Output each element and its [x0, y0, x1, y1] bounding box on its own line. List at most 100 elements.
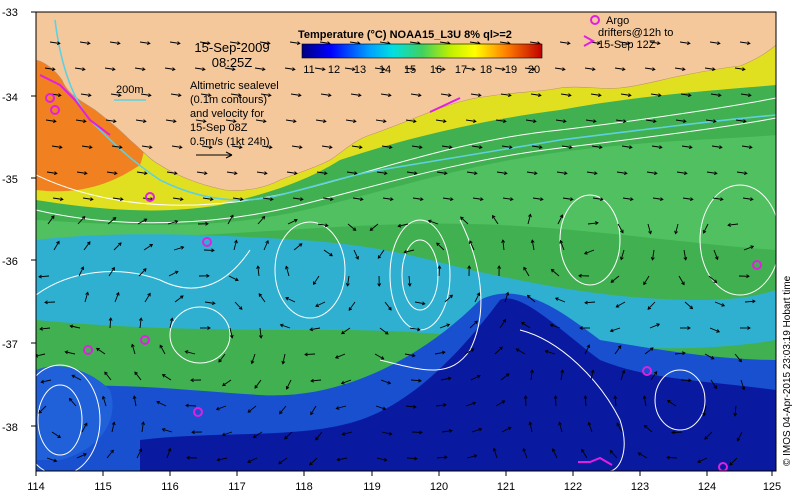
velocity-arrow: [49, 41, 60, 44]
velocity-arrow: [83, 241, 91, 251]
velocity-arrowhead: [299, 197, 304, 202]
velocity-arrow: [310, 327, 321, 331]
argo-drifter-track: [39, 74, 111, 136]
velocity-arrow: [379, 41, 390, 44]
velocity-arrow: [494, 67, 505, 70]
colorbar: Temperature (°C) NOAA15_L3U 8% ql>=2 11 …: [298, 29, 543, 76]
velocity-arrow: [168, 270, 179, 277]
velocity-arrow: [44, 67, 55, 70]
sst-green-band: [36, 135, 776, 255]
velocity-arrowhead: [505, 291, 510, 296]
velocity-arrow: [347, 223, 356, 231]
velocity-arrow: [504, 292, 509, 303]
velocity-arrowhead: [261, 215, 266, 220]
velocity-arrow: [70, 325, 81, 329]
velocity-arrow: [674, 352, 685, 355]
velocity-arrow: [45, 119, 56, 122]
velocity-arrowhead: [566, 41, 571, 46]
velocity-arrow: [645, 119, 656, 122]
velocity-arrowhead: [38, 410, 42, 414]
velocity-arrow: [472, 197, 483, 200]
velocity-arrow: [282, 353, 286, 364]
velocity-arrowhead: [628, 145, 633, 150]
velocity-arrowhead: [81, 67, 86, 72]
velocity-scale-arrow: [196, 151, 233, 159]
velocity-arrowhead: [478, 145, 483, 150]
velocity-arrowhead: [436, 242, 440, 247]
velocity-arrowhead: [298, 243, 303, 247]
velocity-arrowhead: [592, 119, 597, 124]
velocity-arrow: [143, 244, 153, 251]
velocity-arrow: [79, 41, 90, 44]
lon-tick: 117: [228, 481, 246, 493]
velocity-arrowhead: [649, 347, 654, 351]
velocity-arrowhead: [118, 145, 123, 150]
velocity-arrow: [586, 171, 597, 174]
velocity-arrowhead: [742, 119, 747, 124]
velocity-arrow: [113, 242, 122, 251]
velocity-arrowhead: [206, 41, 211, 46]
velocity-arrowhead: [266, 41, 271, 46]
plot-area: [36, 12, 776, 471]
velocity-arrow: [527, 214, 531, 225]
velocity-arrow: [262, 197, 273, 200]
velocity-arrow: [440, 93, 451, 96]
velocity-arrowhead: [293, 171, 298, 176]
contour-line: [379, 219, 482, 371]
velocity-arrowhead: [146, 41, 151, 46]
velocity-arrow: [51, 431, 61, 438]
velocity-arrowhead: [419, 430, 423, 435]
velocity-arrow: [347, 275, 350, 286]
velocity-arrowhead: [704, 436, 708, 440]
velocity-arrow: [110, 93, 121, 96]
velocity-arrowhead: [515, 348, 520, 352]
velocity-arrowhead: [416, 327, 421, 332]
velocity-arrowhead: [642, 395, 647, 400]
velocity-arrowhead: [322, 119, 327, 124]
velocity-arrowhead: [609, 328, 614, 333]
velocity-arrowhead: [562, 119, 567, 124]
velocity-arrow: [109, 41, 120, 44]
velocity-arrowhead: [359, 197, 364, 202]
velocity-arrow: [588, 422, 593, 433]
velocity-arrowhead: [56, 41, 61, 46]
velocity-arrow: [41, 379, 52, 383]
colorbar-label: 16: [430, 64, 442, 76]
velocity-arrow: [622, 197, 633, 200]
velocity-arrow: [616, 171, 627, 174]
velocity-arrowhead: [86, 241, 91, 245]
velocity-arrowhead: [202, 119, 207, 124]
velocity-arrowhead: [268, 145, 273, 150]
velocity-arrowhead: [256, 265, 261, 269]
contour-eddy: [559, 194, 621, 286]
velocity-arrowhead: [738, 358, 742, 363]
velocity-arrowhead: [279, 410, 283, 415]
velocity-arrowhead: [58, 145, 63, 150]
velocity-arrow: [375, 405, 386, 410]
argo-legend-line-1: Argo: [606, 15, 629, 27]
velocity-arrow: [36, 353, 46, 357]
velocity-arrowhead: [538, 145, 543, 150]
velocity-arrowhead: [377, 255, 382, 259]
colorbar-label: 17: [455, 64, 467, 76]
plot-frame: [35, 11, 777, 472]
velocity-arrowhead: [233, 171, 238, 176]
velocity-arrowhead: [59, 197, 64, 202]
velocity-arrowhead: [615, 304, 620, 308]
velocity-arrowhead: [218, 358, 222, 363]
velocity-arrow: [96, 347, 106, 355]
velocity-arrowhead: [191, 430, 195, 435]
velocity-arrow: [590, 370, 594, 381]
velocity-arrow: [584, 301, 596, 304]
velocity-arrow: [617, 223, 624, 233]
velocity-arrowhead: [237, 93, 242, 98]
velocity-arrow: [111, 145, 122, 148]
velocity-arrowhead: [69, 324, 74, 329]
velocity-arrowhead: [159, 344, 164, 349]
velocity-arrowhead: [352, 119, 357, 124]
velocity-arrowhead: [627, 93, 632, 98]
velocity-arrowhead: [36, 353, 39, 358]
velocity-arrow: [174, 295, 184, 303]
velocity-arrow: [225, 119, 236, 122]
velocity-arrow: [643, 396, 647, 407]
